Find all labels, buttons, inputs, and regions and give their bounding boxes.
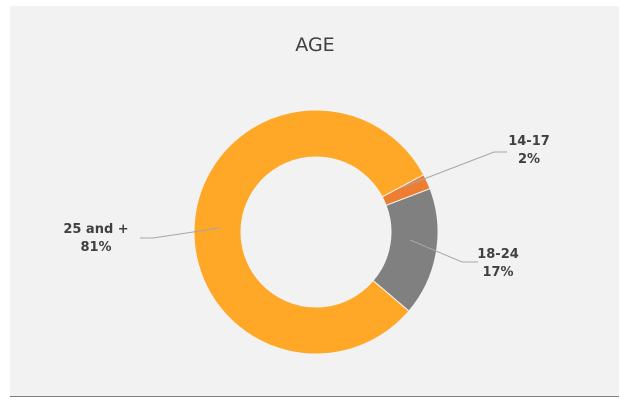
leader-line: [409, 239, 478, 263]
leader-line: [140, 227, 221, 239]
chart-bottom-border: [10, 396, 619, 397]
data-label-value: 81%: [80, 240, 111, 255]
data-label-value: 17%: [482, 265, 513, 280]
data-label-category: 18-24: [477, 247, 519, 262]
slice-25-and-: [193, 109, 425, 355]
data-labels: 14-17 2% 18-24 17% 25 and + 81%: [63, 134, 549, 280]
donut-slices: [193, 109, 439, 355]
data-label-value: 2%: [518, 152, 540, 167]
data-label-category: 14-17: [508, 134, 550, 149]
chart-title: AGE: [295, 34, 334, 56]
data-label-category: 25 and +: [63, 222, 128, 237]
leader-line: [402, 151, 507, 188]
